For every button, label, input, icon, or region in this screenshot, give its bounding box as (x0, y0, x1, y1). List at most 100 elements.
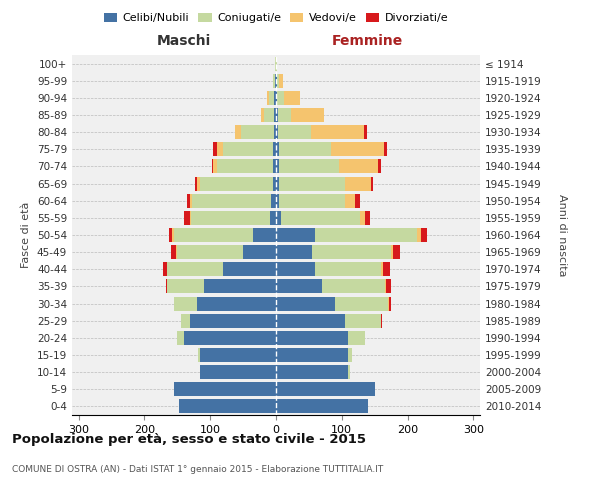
Bar (243, 245, 276, 259)
Bar (261, 108, 264, 122)
Bar (223, 262, 276, 276)
Bar (190, 211, 191, 225)
Bar (276, 262, 316, 276)
Bar (199, 348, 200, 362)
Bar (191, 211, 270, 225)
Bar (279, 74, 283, 88)
Bar (269, 91, 274, 105)
Bar (278, 125, 311, 139)
Bar (418, 228, 421, 242)
Bar (276, 91, 277, 105)
Bar (345, 194, 355, 207)
Bar (190, 194, 193, 207)
Bar (378, 160, 381, 173)
Bar (276, 228, 316, 242)
Bar (172, 228, 174, 242)
Bar (276, 74, 277, 88)
Bar (200, 176, 273, 190)
Text: COMUNE DI OSTRA (AN) - Dati ISTAT 1° gennaio 2015 - Elaborazione TUTTITALIA.IT: COMUNE DI OSTRA (AN) - Dati ISTAT 1° gen… (12, 466, 383, 474)
Bar (355, 194, 359, 207)
Bar (167, 262, 223, 276)
Bar (273, 142, 276, 156)
Bar (223, 142, 273, 156)
Bar (276, 331, 349, 345)
Bar (383, 262, 390, 276)
Y-axis label: Anni di nascita: Anni di nascita (557, 194, 566, 276)
Bar (316, 228, 418, 242)
Bar (365, 211, 370, 225)
Bar (279, 176, 345, 190)
Bar (276, 348, 349, 362)
Bar (274, 125, 276, 139)
Bar (181, 314, 190, 328)
Bar (212, 160, 214, 173)
Bar (200, 348, 276, 362)
Legend: Celibi/Nubili, Coniugati/e, Vedovi/e, Divorziati/e: Celibi/Nubili, Coniugati/e, Vedovi/e, Di… (100, 8, 452, 28)
Bar (278, 108, 291, 122)
Bar (184, 211, 190, 225)
Bar (388, 296, 389, 310)
Bar (177, 331, 184, 345)
Bar (349, 331, 365, 345)
Bar (214, 142, 217, 156)
Bar (385, 280, 386, 293)
Bar (276, 108, 278, 122)
Text: Femmine: Femmine (332, 34, 403, 48)
Bar (389, 296, 391, 310)
Bar (279, 194, 345, 207)
Bar (195, 176, 197, 190)
Bar (359, 211, 365, 225)
Bar (345, 314, 381, 328)
Bar (311, 125, 364, 139)
Bar (276, 142, 278, 156)
Bar (331, 142, 384, 156)
Bar (278, 142, 331, 156)
Bar (264, 108, 274, 122)
Bar (235, 125, 241, 139)
Bar (277, 74, 279, 88)
Bar (275, 74, 276, 88)
Bar (381, 262, 383, 276)
Bar (393, 245, 400, 259)
Bar (276, 56, 277, 70)
Bar (169, 228, 172, 242)
Bar (214, 160, 217, 173)
Bar (281, 211, 359, 225)
Bar (275, 56, 276, 70)
Bar (163, 262, 167, 276)
Bar (166, 280, 167, 293)
Bar (276, 314, 345, 328)
Bar (335, 296, 388, 310)
Bar (276, 160, 279, 173)
Bar (349, 348, 352, 362)
Bar (172, 245, 176, 259)
Text: Maschi: Maschi (157, 34, 211, 48)
Bar (284, 91, 301, 105)
Bar (174, 228, 253, 242)
Bar (274, 74, 275, 88)
Bar (217, 160, 273, 173)
Bar (384, 142, 387, 156)
Bar (277, 91, 284, 105)
Bar (276, 194, 279, 207)
Bar (276, 280, 322, 293)
Text: Popolazione per età, sesso e stato civile - 2015: Popolazione per età, sesso e stato civil… (12, 432, 366, 446)
Bar (312, 245, 391, 259)
Bar (176, 245, 177, 259)
Bar (200, 365, 276, 379)
Bar (274, 91, 276, 105)
Bar (381, 314, 382, 328)
Bar (421, 228, 427, 242)
Bar (174, 382, 276, 396)
Bar (276, 245, 312, 259)
Bar (197, 296, 276, 310)
Bar (386, 280, 391, 293)
Bar (279, 160, 338, 173)
Bar (270, 211, 276, 225)
Bar (276, 211, 281, 225)
Bar (177, 245, 243, 259)
Bar (391, 245, 393, 259)
Bar (217, 142, 223, 156)
Bar (276, 400, 368, 413)
Bar (167, 280, 203, 293)
